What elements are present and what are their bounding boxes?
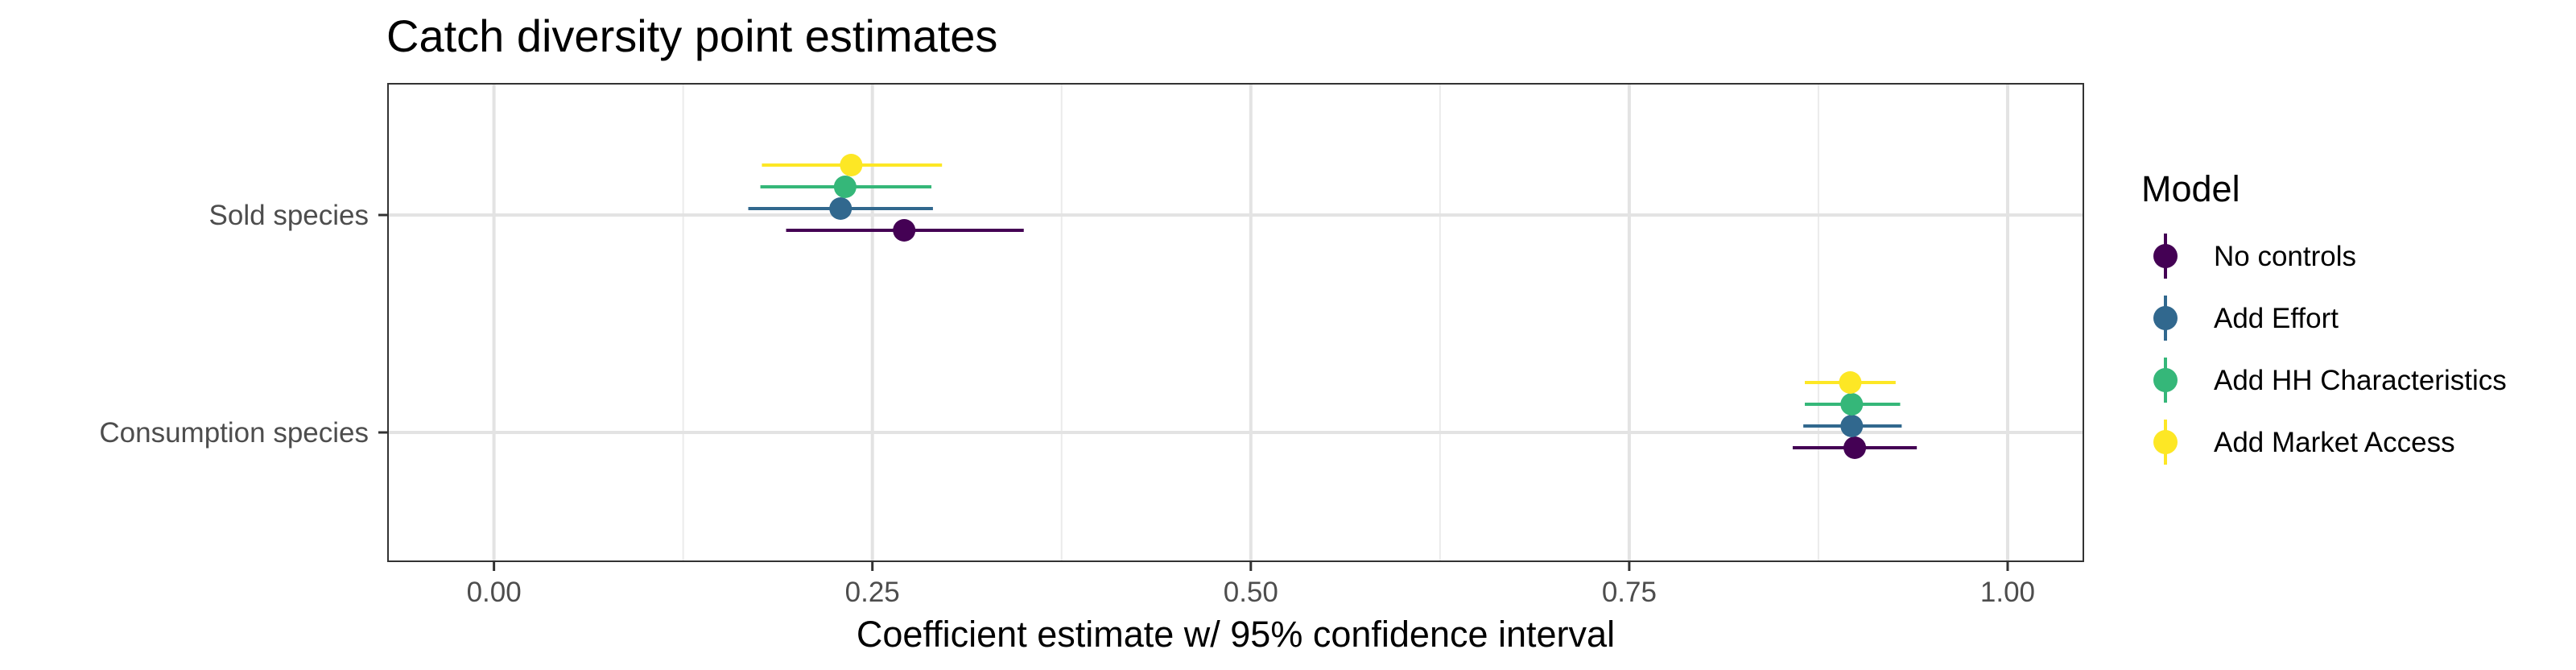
legend-key-point [2153, 430, 2178, 454]
legend-key-point [2153, 306, 2178, 330]
x-tick-label: 0.25 [845, 577, 900, 608]
y-tick-label: Sold species [209, 200, 369, 231]
point-estimate [1839, 371, 1862, 394]
point-estimate [1840, 393, 1864, 416]
point-estimate [829, 197, 852, 220]
chart-title: Catch diversity point estimates [386, 10, 997, 61]
legend-item: Add Effort [2153, 296, 2339, 341]
x-axis-title: Coefficient estimate w/ 95% confidence i… [857, 614, 1615, 655]
plot-panel [388, 84, 2083, 561]
legend: Model No controls Add Effort Add HH Charac… [2141, 168, 2507, 465]
legend-label: Add HH Characteristics [2214, 365, 2507, 396]
x-tick-label: 0.75 [1602, 577, 1657, 608]
legend-title: Model [2141, 168, 2240, 209]
point-estimate [1840, 415, 1864, 437]
x-axis: 0.00 0.25 0.50 0.75 1.00 [467, 561, 2035, 608]
legend-key-point [2153, 244, 2178, 268]
legend-item: Add Market Access [2153, 420, 2455, 465]
point-estimate [833, 176, 857, 198]
data-marks [748, 154, 1918, 459]
plot-border [387, 83, 2084, 562]
x-tick-label: 0.50 [1224, 577, 1278, 608]
y-axis: Sold species Consumption species [99, 200, 388, 449]
legend-label: Add Effort [2214, 303, 2339, 334]
legend-key-point [2153, 368, 2178, 392]
legend-item: No controls [2153, 234, 2356, 279]
point-estimate [1843, 436, 1867, 459]
legend-label: Add Market Access [2214, 427, 2455, 458]
legend-label: No controls [2214, 241, 2356, 272]
x-tick-label: 1.00 [1980, 577, 2035, 608]
grid [388, 84, 2083, 561]
x-tick-label: 0.00 [467, 577, 522, 608]
point-estimate [840, 154, 863, 176]
legend-item: Add HH Characteristics [2153, 358, 2507, 403]
point-estimate [893, 219, 916, 242]
y-tick-label: Consumption species [99, 417, 369, 449]
